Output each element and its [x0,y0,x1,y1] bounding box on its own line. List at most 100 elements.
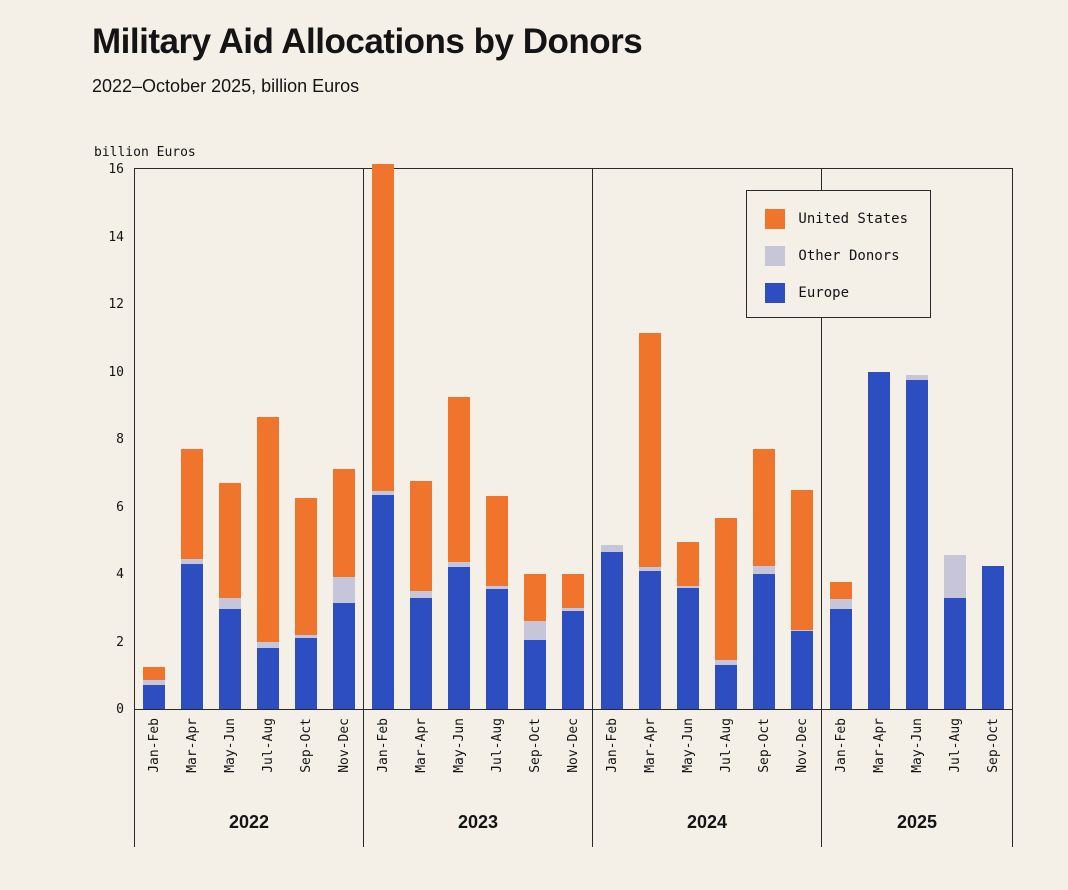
x-labels-2025: Jan-Feb Mar-Apr May-Jun Jul-Aug Sep-Oct [822,710,1012,802]
bar-slot [135,666,173,709]
segment-united-states [372,163,394,492]
plot-region: Jan-Feb Mar-Apr May-Jun Jul-Aug Sep-Oct Nov-D… [134,163,1013,847]
bar-2025-Jan-Feb [830,582,852,709]
y-tick-label: 14 [108,229,124,245]
bar-slot [707,518,745,709]
x-tick-label: Jul-Aug [718,718,734,773]
x-label-slot: Jul-Aug [478,710,516,802]
segment-other-donors [944,555,966,598]
bar-slot [669,541,707,709]
x-label-slot: Nov-Dec [783,710,821,802]
bar-slot [936,555,974,709]
segment-europe [639,570,661,709]
segment-europe [143,685,165,709]
x-label-slot: Mar-Apr [402,710,440,802]
bar-2022-May-Jun [219,482,241,709]
x-label-slot: Jul-Aug [936,710,974,802]
x-tick-label: May-Jun [909,718,925,773]
bar-2023-Jul-Aug [486,496,508,709]
segment-other-donors [181,558,203,564]
bar-2022-Mar-Apr [181,449,203,709]
y-axis: 0 2 4 6 8 10 12 14 16 [92,162,134,717]
segment-europe [524,639,546,709]
segment-other-donors [753,565,775,574]
segment-other-donors [372,491,394,495]
segment-other-donors [333,577,355,603]
bar-2024-Jul-Aug [715,518,737,709]
y-tick-label: 0 [116,702,124,717]
x-label-slot: May-Jun [211,710,249,802]
x-label-slot: Nov-Dec [325,710,363,802]
segment-europe [753,574,775,709]
segment-other-donors [715,660,737,666]
segment-united-states [524,574,546,622]
segment-other-donors [562,607,584,612]
x-tick-label: Mar-Apr [871,718,887,773]
page: Military Aid Allocations by Donors 2022–… [92,22,1013,847]
segment-europe [219,609,241,709]
legend-label: Europe [798,285,849,301]
x-labels-2024: Jan-Feb Mar-Apr May-Jun Jul-Aug Sep-Oct Nov-D… [593,710,821,802]
page-title: Military Aid Allocations by Donors [92,22,643,61]
bar-slot [516,574,554,709]
segment-other-donors [677,585,699,588]
plot-section-2022 [135,168,363,710]
x-tick-label: Nov-Dec [565,718,581,773]
x-tick-label: Mar-Apr [642,718,658,773]
x-label-slot: Sep-Oct [974,710,1012,802]
segment-europe [257,648,279,709]
bar-slot [860,371,898,709]
x-label-slot: Sep-Oct [745,710,783,802]
x-tick-label: Nov-Dec [794,718,810,773]
plot-section-2024 [593,168,821,710]
bar-2023-May-Jun [448,396,470,709]
year-label: 2024 [686,812,728,832]
y-tick-label: 10 [108,364,124,380]
legend-item-united-states: United States [765,209,908,229]
segment-other-donors [219,597,241,610]
segment-united-states [791,489,813,630]
page-subtitle: 2022–October 2025, billion Euros [92,76,360,96]
x-label-slot: Jan-Feb [593,710,631,802]
legend-item-europe: Europe [765,283,908,303]
bar-slot [783,489,821,709]
x-tick-label: Jan-Feb [375,718,391,773]
year-label: 2025 [896,812,938,832]
year-group-2023: Jan-Feb Mar-Apr May-Jun Jul-Aug Sep-Oct Nov-D… [363,163,592,847]
bar-2024-Jan-Feb [601,545,623,709]
segment-united-states [830,582,852,600]
segment-europe [868,371,890,709]
bar-2023-Sep-Oct [524,574,546,709]
y-tick-label: 6 [116,499,124,515]
segment-europe [486,589,508,709]
x-tick-label: Sep-Oct [756,718,772,773]
x-tick-label: Jan-Feb [833,718,849,773]
bar-2024-Nov-Dec [791,489,813,709]
bar-2022-Jul-Aug [257,417,279,709]
x-tick-label: Sep-Oct [527,718,543,773]
segment-europe [181,563,203,709]
x-labels-2022: Jan-Feb Mar-Apr May-Jun Jul-Aug Sep-Oct Nov-D… [135,710,363,802]
bar-2025-May-Jun [906,374,928,709]
x-label-slot: Mar-Apr [173,710,211,802]
segment-united-states [639,332,661,568]
segment-other-donors [906,374,928,380]
segment-united-states [753,449,775,566]
segment-other-donors [601,545,623,553]
bar-slot [364,163,402,709]
bar-2024-Mar-Apr [639,332,661,709]
segment-other-donors [410,590,432,598]
segment-other-donors [295,634,317,639]
segment-united-states [410,481,432,591]
bar-slot [402,481,440,709]
x-tick-label: Mar-Apr [413,718,429,773]
x-tick-label: Jul-Aug [489,718,505,773]
segment-europe [906,379,928,709]
bar-2022-Sep-Oct [295,498,317,709]
x-label-slot: Mar-Apr [631,710,669,802]
legend-swatch-icon [765,246,786,266]
bar-2024-May-Jun [677,541,699,709]
x-tick-label: Sep-Oct [985,718,1001,773]
segment-other-donors [257,641,279,649]
legend: United States Other Donors Europe [746,190,931,318]
